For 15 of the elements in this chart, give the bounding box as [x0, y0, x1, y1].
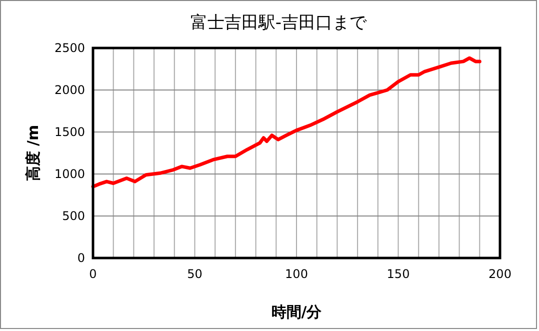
y-tick-label: 2500 — [54, 41, 85, 55]
y-tick-label: 1500 — [54, 125, 85, 139]
x-tick-label: 150 — [386, 267, 410, 281]
y-tick-label: 1000 — [54, 167, 85, 181]
line-series — [91, 56, 482, 188]
x-tick-label: 200 — [488, 267, 512, 281]
x-axis-title: 時間/分 — [271, 303, 323, 321]
y-tick-label: 500 — [62, 209, 85, 223]
chart-title: 富士吉田駅-吉田口まで — [190, 13, 368, 33]
y-axis-title: 高度 /m — [24, 124, 42, 182]
y-tick-label: 2000 — [54, 83, 85, 97]
y-tick-label: 0 — [77, 251, 85, 265]
x-tick-label: 100 — [285, 267, 308, 281]
x-tick-label: 50 — [187, 267, 202, 281]
x-tick-label: 0 — [89, 267, 97, 281]
